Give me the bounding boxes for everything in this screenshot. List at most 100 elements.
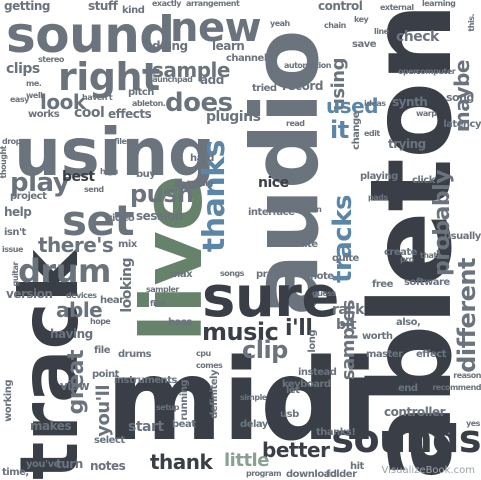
word: guess xyxy=(312,289,336,298)
word: nice xyxy=(258,175,289,191)
word: open xyxy=(398,67,419,76)
word: version xyxy=(6,287,53,301)
word: hear xyxy=(100,295,124,306)
word: running xyxy=(179,380,190,421)
word: file xyxy=(94,345,111,356)
word: fine xyxy=(150,299,166,308)
word: yeah xyxy=(270,19,290,28)
word: mix xyxy=(118,239,137,250)
word: pro xyxy=(400,255,414,264)
word: best xyxy=(62,169,95,185)
word: clips xyxy=(6,61,40,77)
word: arrangement xyxy=(186,0,240,8)
word: having xyxy=(50,327,93,341)
word: thanks! xyxy=(316,427,356,438)
word: you'll xyxy=(93,385,114,437)
word: instead xyxy=(298,367,337,378)
word: that. xyxy=(420,251,440,260)
word: little xyxy=(224,450,269,471)
word: check xyxy=(396,29,439,45)
word: there's xyxy=(38,233,114,257)
word: automation xyxy=(284,61,331,70)
word: download xyxy=(286,469,337,480)
word: bit xyxy=(336,317,357,333)
word: yes xyxy=(466,419,480,428)
word: guitar xyxy=(11,262,20,287)
word: software xyxy=(404,277,450,288)
word: record xyxy=(282,79,323,93)
word: controller xyxy=(384,405,446,419)
word: recommend xyxy=(432,383,481,392)
word: reason xyxy=(453,371,481,380)
word: usb xyxy=(280,409,299,420)
word: look xyxy=(40,90,86,114)
word: drums xyxy=(118,349,152,360)
word: songs xyxy=(220,269,244,278)
word: click xyxy=(412,175,435,186)
word: song xyxy=(446,91,474,104)
word: warp xyxy=(416,109,437,118)
word: key xyxy=(354,15,369,24)
word: doing xyxy=(152,39,188,53)
word: thought xyxy=(0,146,8,179)
word: simple xyxy=(240,393,267,402)
word: bass xyxy=(168,317,192,328)
word: sure xyxy=(202,265,339,330)
word: chain xyxy=(324,21,346,30)
word: ideas xyxy=(364,99,386,108)
word: external xyxy=(380,3,414,12)
word: usually xyxy=(444,231,481,242)
word: let xyxy=(286,385,300,396)
word: launchpad xyxy=(150,75,193,84)
word: big xyxy=(200,179,213,188)
word: cool xyxy=(74,105,105,121)
word: tracks xyxy=(328,195,358,283)
word: tried xyxy=(252,83,277,94)
word: high xyxy=(100,167,118,176)
word: setup xyxy=(156,403,179,412)
word: better xyxy=(262,438,330,462)
word: select xyxy=(94,435,125,446)
word: music xyxy=(202,318,279,346)
word: drum xyxy=(18,252,111,290)
word: delay xyxy=(240,419,268,430)
word: working xyxy=(3,380,14,422)
word: keyboard xyxy=(282,379,331,390)
word: session xyxy=(136,209,183,223)
word: does xyxy=(165,88,233,118)
word: read xyxy=(286,119,305,128)
word: stereo xyxy=(38,55,64,64)
word: comes xyxy=(196,361,223,370)
word: set xyxy=(62,196,135,245)
word: isn't xyxy=(4,227,26,238)
word: new xyxy=(170,5,262,51)
word: folder xyxy=(326,469,357,480)
word: drop xyxy=(2,137,21,146)
word: edit xyxy=(364,129,380,138)
word: right xyxy=(58,55,160,99)
word: effects xyxy=(108,107,152,121)
word: start xyxy=(128,419,164,435)
word: plugins xyxy=(206,109,261,125)
word: program xyxy=(246,469,282,478)
word: synth xyxy=(392,95,428,109)
word: you've xyxy=(26,459,60,470)
word: able xyxy=(56,298,103,322)
word: push xyxy=(130,180,194,208)
word: different xyxy=(453,258,481,373)
word: problem xyxy=(256,269,300,280)
word: quite xyxy=(332,253,359,264)
word: using xyxy=(14,114,215,191)
word: files xyxy=(114,137,131,146)
word: sound xyxy=(6,6,175,64)
word: hope xyxy=(90,317,111,326)
word: pitch xyxy=(128,87,154,98)
word: clip xyxy=(242,336,288,364)
word: interface xyxy=(248,207,295,218)
word: learning xyxy=(422,0,456,8)
word: trying xyxy=(388,137,426,151)
word: channel xyxy=(226,53,267,64)
word: notes xyxy=(90,459,126,473)
word: create xyxy=(384,247,417,258)
